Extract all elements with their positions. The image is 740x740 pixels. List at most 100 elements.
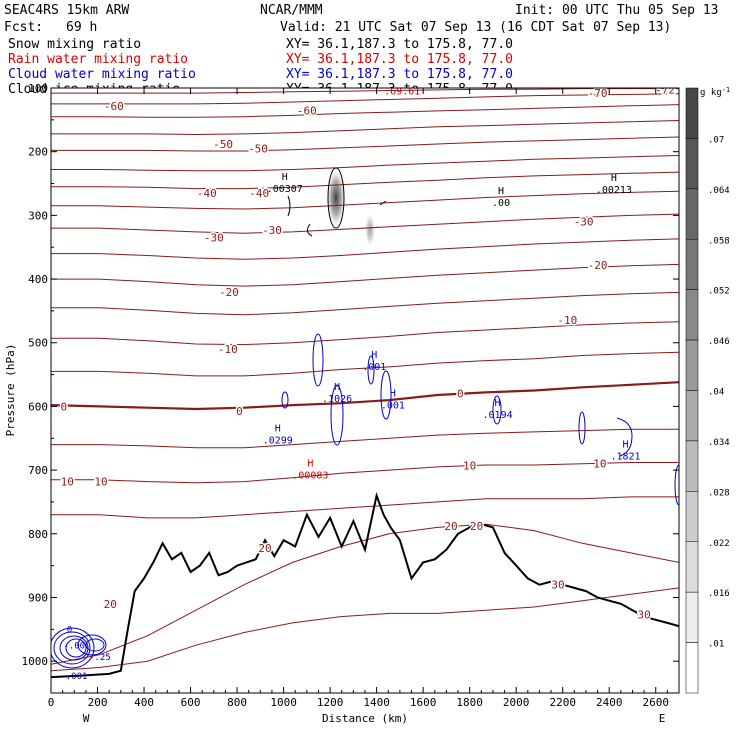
x-tick-label: 1600 bbox=[410, 696, 437, 709]
init-time: Init: 00 UTC Thu 05 Sep 13 bbox=[515, 3, 719, 18]
x-tick-label: 200 bbox=[88, 696, 108, 709]
temperature-contour bbox=[51, 291, 679, 316]
x-tick-label: 1000 bbox=[270, 696, 297, 709]
cloud-water-max-marker: H bbox=[334, 382, 340, 393]
cloud-water-max-value: .001 bbox=[362, 362, 386, 373]
temperature-label: -60 bbox=[104, 100, 124, 113]
temperature-label: 20 bbox=[444, 520, 457, 533]
snow-max-value: .00307 bbox=[267, 184, 303, 195]
temperature-contour bbox=[51, 351, 679, 377]
cloud-water-max-marker: H bbox=[622, 439, 628, 450]
legend-rain: Rain water mixing ratio bbox=[8, 52, 188, 67]
x-axis-title: Distance (km) bbox=[322, 712, 408, 725]
forecast-hour: 69 h bbox=[66, 20, 97, 35]
temperature-contour bbox=[51, 496, 679, 519]
temperature-contour bbox=[51, 155, 679, 172]
legend-rain-xy: XY= 36.1,187.3 to 175.8, 77.0 bbox=[286, 52, 513, 67]
temperature-label: -40 bbox=[249, 187, 269, 200]
cloud-water-max-value: .0299 bbox=[263, 435, 293, 446]
x-tick-label: 1200 bbox=[317, 696, 344, 709]
terrain-profile bbox=[51, 492, 679, 679]
temperature-contour bbox=[51, 171, 679, 190]
temperature-contour bbox=[51, 136, 679, 152]
snow-max-marker: H bbox=[498, 186, 504, 197]
legend-cloud-water: Cloud water mixing ratio bbox=[8, 67, 196, 82]
cloud-water-contours bbox=[51, 333, 679, 669]
colorbar-tick-label: .034 bbox=[708, 438, 730, 448]
rain-water-max-marker: H bbox=[307, 458, 313, 469]
x-tick-label: 1800 bbox=[456, 696, 483, 709]
x-tick-label: 2000 bbox=[503, 696, 530, 709]
snow-max-value: .00 bbox=[492, 198, 510, 209]
temperature-label: 20 bbox=[258, 542, 271, 555]
colorbar-tick-label: .058 bbox=[708, 236, 730, 246]
cloud-water-contour bbox=[367, 355, 375, 385]
colorbar-tick-label: .01 bbox=[708, 640, 724, 650]
endpoint-east: E bbox=[659, 712, 666, 725]
cloud-water-value: -.25 bbox=[89, 653, 111, 663]
colorbar-bin bbox=[685, 339, 699, 391]
colorbar-bin bbox=[685, 239, 699, 290]
temperature-label: -40 bbox=[197, 187, 217, 200]
temperature-label: 30 bbox=[637, 609, 650, 622]
colorbar-bin bbox=[685, 642, 699, 694]
cloud-water-contour bbox=[281, 391, 289, 409]
colorbar-bin bbox=[685, 188, 699, 240]
cloud-water-value: .001 bbox=[66, 672, 88, 682]
legend-snow: Snow mixing ratio bbox=[8, 37, 141, 52]
cloud-water-max-marker: H bbox=[495, 398, 501, 409]
y-tick-label: 600 bbox=[28, 400, 48, 413]
model-title: SEAC4RS 15km ARW bbox=[4, 3, 129, 18]
cloud-water-max-marker: H bbox=[371, 350, 377, 361]
cloud-water-value: -.00 bbox=[63, 641, 85, 651]
temperature-label: 0 bbox=[236, 405, 243, 418]
y-tick-label: 200 bbox=[28, 146, 48, 159]
colorbar-tick-label: .046 bbox=[708, 337, 730, 347]
snow-max-value: .00213 bbox=[596, 185, 632, 196]
cloud-water-max-value: .1026 bbox=[322, 394, 352, 405]
x-tick-label: 2400 bbox=[596, 696, 623, 709]
cloud-water-contour bbox=[330, 384, 344, 446]
snow-shading-core bbox=[327, 170, 345, 226]
x-axis: 0 200 400 600 800 1000 1200 1400 1600 1800 2000 220… bbox=[48, 88, 669, 709]
temperature-contour bbox=[51, 462, 679, 484]
rain-water-max-value: .00083 bbox=[292, 470, 328, 481]
endpoint-west: W bbox=[83, 712, 90, 725]
colorbar-tick-label: .07 bbox=[708, 135, 724, 145]
colorbar-bin bbox=[685, 491, 699, 543]
x-tick-label: 0 bbox=[48, 696, 55, 709]
snow-max-marker: H bbox=[282, 172, 288, 183]
x-tick-label: 800 bbox=[227, 696, 247, 709]
temperature-contour bbox=[51, 523, 679, 665]
plot-background bbox=[51, 88, 679, 693]
cloud-water-contour bbox=[578, 411, 586, 445]
y-tick-label: 300 bbox=[28, 209, 48, 222]
temperature-label: -20 bbox=[588, 259, 608, 272]
temperature-label: -50 bbox=[248, 143, 268, 156]
cloud-water-max-value: .0194 bbox=[483, 410, 513, 421]
temperature-label: -20 bbox=[219, 286, 239, 299]
legend-cloud-water-xy: XY= 36.1,187.3 to 175.8, 77.0 bbox=[286, 67, 513, 82]
temperature-labels: -60 -60 -70 -72 -50 -50 -40 -40 -30 -30 -30 -20 -20 -… bbox=[59, 88, 677, 623]
cloud-water-contour bbox=[674, 464, 679, 506]
temperature-label: 10 bbox=[593, 458, 606, 471]
colorbar-bin bbox=[685, 87, 699, 139]
temperature-label: 10 bbox=[463, 460, 476, 473]
colorbar-bin bbox=[685, 390, 699, 442]
temperature-label: 20 bbox=[104, 598, 117, 611]
colorbar-bin bbox=[685, 289, 699, 341]
temperature-label: 10 bbox=[94, 476, 107, 489]
y-tick-label: 700 bbox=[28, 464, 48, 477]
cloud-water-contour bbox=[380, 370, 392, 420]
y-tick-label: 100 bbox=[28, 82, 48, 95]
snow-max-marker: H bbox=[611, 173, 617, 184]
temperature-label: -60 bbox=[297, 104, 317, 117]
temperature-contour bbox=[51, 587, 679, 672]
cloud-water-contour bbox=[312, 333, 324, 387]
colorbar-bin bbox=[685, 591, 699, 643]
snow-shading-secondary bbox=[365, 214, 375, 246]
temperature-contour bbox=[51, 88, 679, 94]
